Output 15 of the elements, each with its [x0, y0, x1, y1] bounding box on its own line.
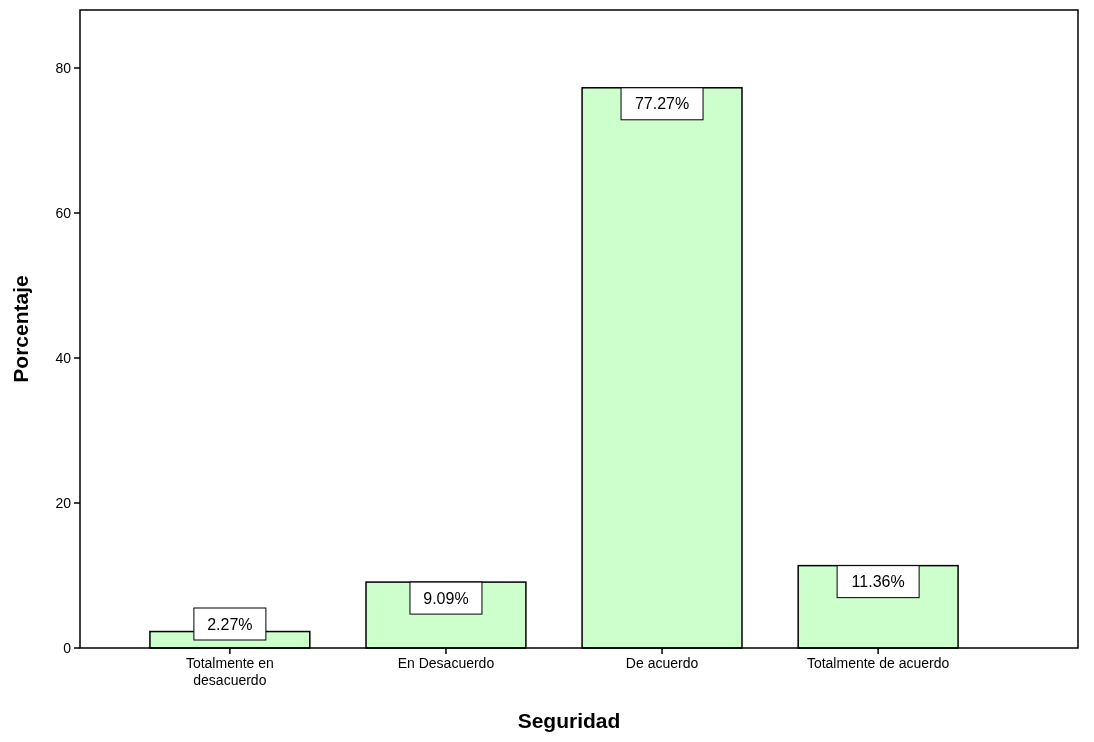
y-tick-label: 60	[55, 204, 72, 221]
data-label: 9.09%	[423, 589, 469, 607]
x-tick-label: De acuerdo	[625, 655, 699, 671]
x-tick-label: En Desacuerdo	[397, 655, 495, 671]
y-tick-label: 80	[55, 59, 72, 76]
data-label: 77.27%	[634, 95, 690, 113]
y-tick-label: 40	[55, 349, 72, 366]
y-tick-label: 0	[63, 639, 72, 656]
data-label: 11.36%	[851, 573, 905, 591]
x-axis-title: Seguridad	[517, 709, 621, 732]
data-label: 2.27%	[207, 615, 253, 633]
x-tick-label: Totalmente en desacuerdo	[185, 655, 274, 688]
x-tick-label: Totalmente de acuerdo	[806, 655, 950, 671]
y-tick-label: 20	[55, 494, 72, 511]
y-axis-title: Porcentaje	[9, 275, 32, 383]
